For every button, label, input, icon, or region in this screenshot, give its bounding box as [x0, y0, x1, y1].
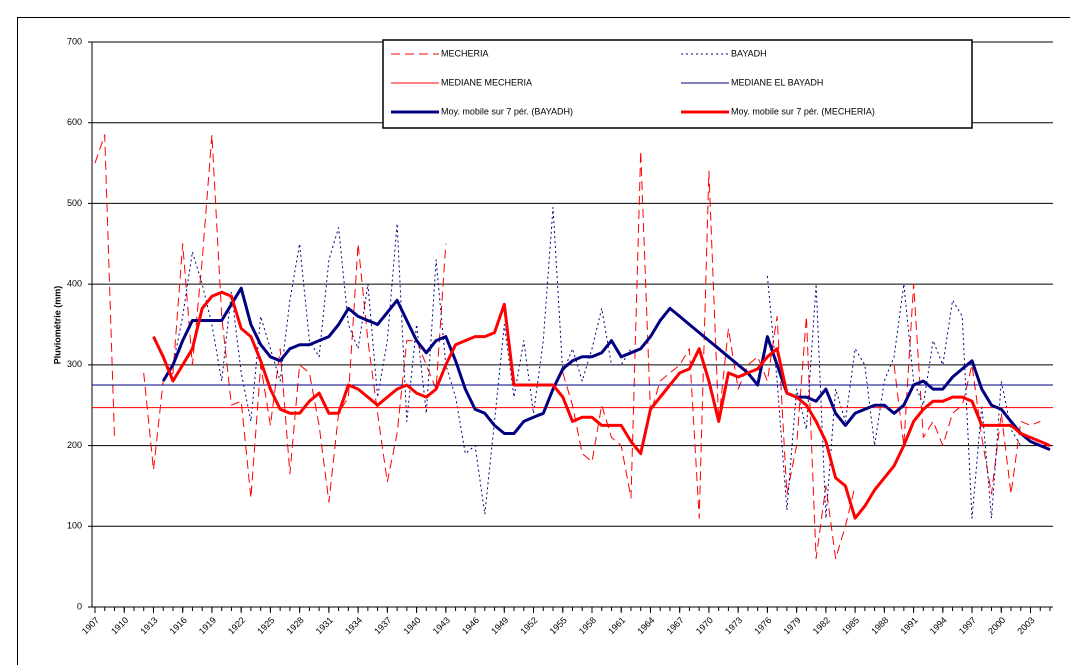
legend-label: MEDIANE MECHERIA — [441, 77, 532, 87]
legend-label: BAYADH — [731, 48, 767, 58]
series-line — [152, 290, 1051, 520]
series-line — [161, 286, 1051, 451]
legend-box — [382, 39, 973, 129]
y-tick-label: 500 — [67, 198, 82, 208]
y-tick-label: 300 — [67, 359, 82, 369]
legend-label: MECHERIA — [441, 48, 489, 58]
y-tick-label: 0 — [77, 601, 82, 611]
y-axis-label: Pluviométrie (mm) — [52, 286, 62, 365]
series-line — [94, 134, 1041, 560]
legend-label: Moy. mobile sur 7 pér. (MECHERIA) — [731, 106, 875, 116]
y-tick-label: 400 — [67, 279, 82, 289]
y-tick-label: 200 — [67, 440, 82, 450]
y-tick-label: 700 — [67, 36, 82, 46]
series-line — [172, 207, 1022, 519]
y-tick-label: 600 — [67, 117, 82, 127]
legend-label: MEDIANE EL BAYADH — [731, 77, 823, 87]
legend-label: Moy. mobile sur 7 pér. (BAYADH) — [441, 106, 573, 116]
y-tick-label: 100 — [67, 521, 82, 531]
